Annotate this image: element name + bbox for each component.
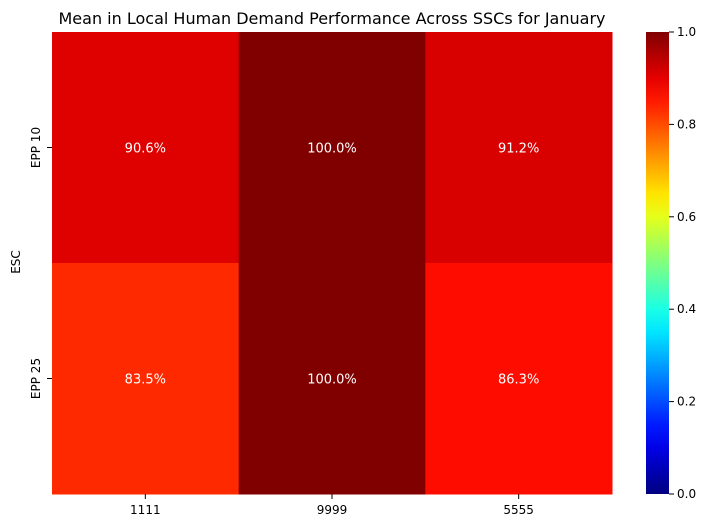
heatmap-cell [238, 32, 426, 264]
heatmap-cells [52, 32, 613, 495]
colorbar-tick-label: 0.2 [677, 395, 696, 409]
x-axis: 1111 9999 5555 [130, 494, 534, 517]
y-axis: EPP 10 EPP 25 [29, 127, 52, 399]
colorbar: 0.0 0.2 0.4 0.6 0.8 1.0 [646, 25, 696, 501]
chart-title: Mean in Local Human Demand Performance A… [59, 9, 606, 28]
cell-value-label: 91.2% [498, 142, 539, 157]
cell-value-label: 83.5% [125, 373, 166, 388]
colorbar-tick-label: 0.4 [677, 302, 696, 316]
cell-value-label: 86.3% [498, 373, 539, 388]
y-tick-label: EPP 25 [29, 358, 43, 399]
cell-value-label: 90.6% [125, 142, 166, 157]
heatmap-cell [425, 32, 613, 264]
cell-value-label: 100.0% [307, 373, 357, 388]
y-tick-label: EPP 10 [29, 127, 43, 168]
cell-value-label: 100.0% [307, 142, 357, 157]
heatmap-cell-labels: 90.6% 100.0% 91.2% 83.5% 100.0% 86.3% [125, 142, 540, 388]
colorbar-tick-label: 0.8 [677, 117, 696, 131]
heatmap-cell [52, 32, 240, 264]
colorbar-gradient [646, 32, 669, 494]
x-tick-label: 5555 [503, 503, 534, 517]
colorbar-tick-label: 0.0 [677, 487, 696, 501]
heatmap-cell [52, 263, 240, 495]
y-axis-label: ESC [9, 250, 23, 274]
x-tick-label: 9999 [317, 503, 348, 517]
x-tick-label: 1111 [130, 503, 161, 517]
heatmap-cell [425, 263, 613, 495]
colorbar-tick-label: 1.0 [677, 25, 696, 39]
heatmap-cell [238, 263, 426, 495]
colorbar-tick-label: 0.6 [677, 210, 696, 224]
